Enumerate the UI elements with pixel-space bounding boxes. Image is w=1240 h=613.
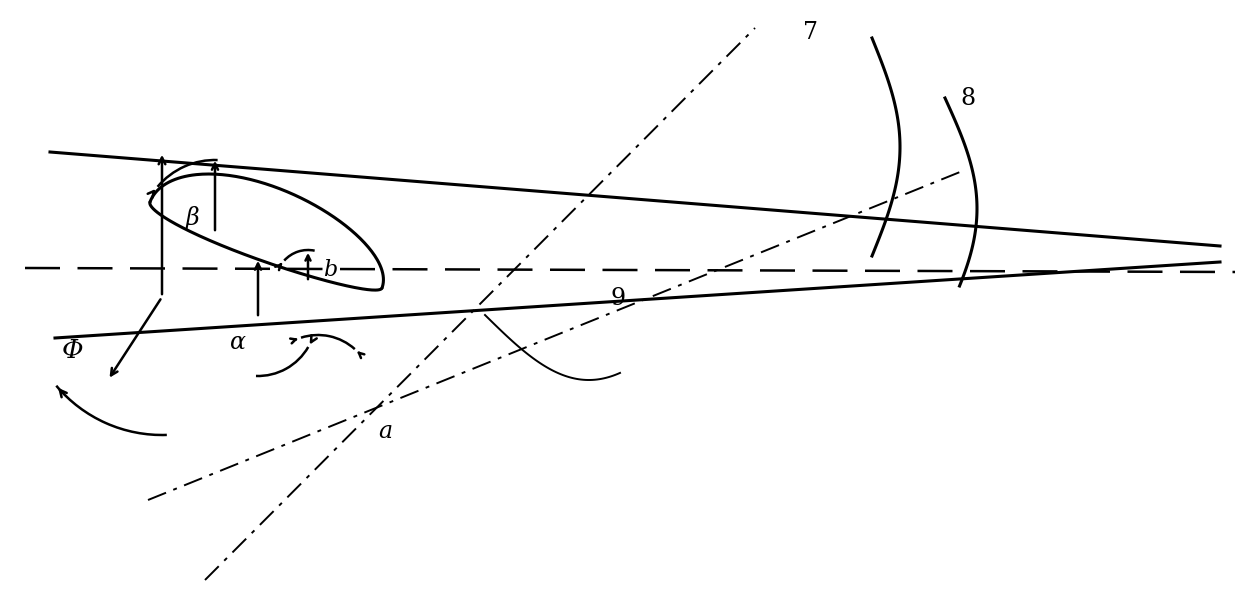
Text: Φ: Φ [62, 338, 84, 362]
Text: 7: 7 [802, 20, 817, 44]
Text: a: a [378, 421, 392, 443]
Text: β: β [186, 206, 200, 230]
Text: 8: 8 [961, 86, 976, 110]
Text: 9: 9 [610, 286, 625, 310]
Text: b: b [322, 259, 337, 281]
Text: α: α [229, 330, 246, 354]
